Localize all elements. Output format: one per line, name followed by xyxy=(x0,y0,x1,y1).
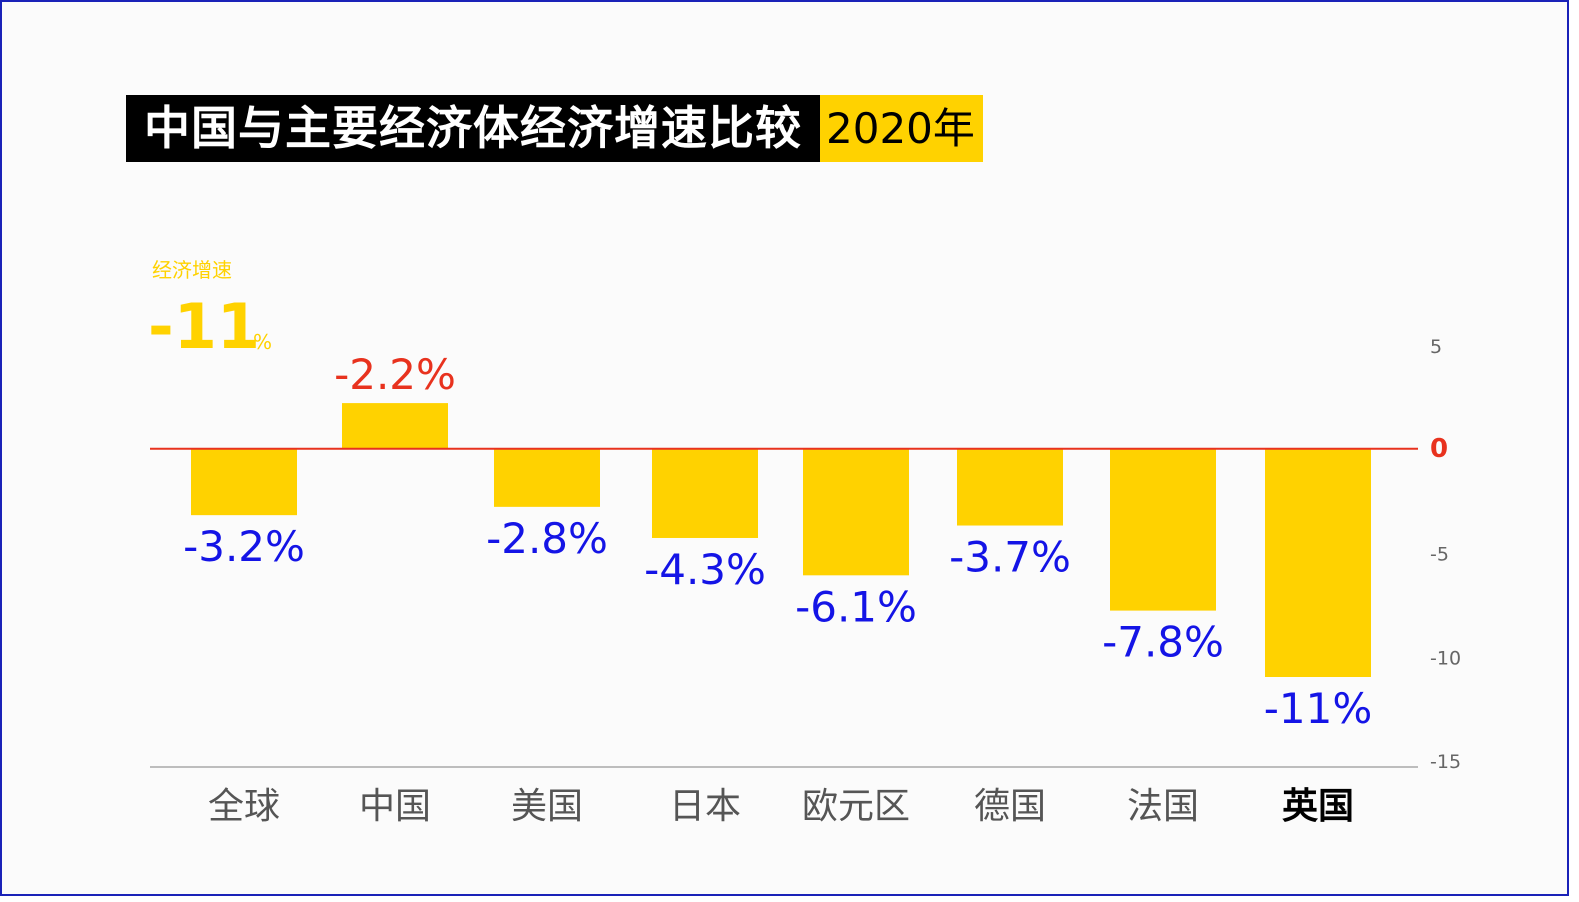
category-label-欧元区: 欧元区 xyxy=(802,786,910,827)
category-label-美国: 美国 xyxy=(511,786,583,827)
highlight-label: 经济增速 xyxy=(152,258,232,282)
y-tick-label: 5 xyxy=(1430,336,1442,358)
y-tick-label: -10 xyxy=(1430,647,1461,669)
bar-中国 xyxy=(342,403,448,449)
data-label-欧元区: -6.1% xyxy=(795,582,917,631)
data-label-美国: -2.8% xyxy=(486,514,608,563)
highlight-unit: % xyxy=(253,330,273,354)
data-label-德国: -3.7% xyxy=(949,533,1071,582)
category-label-中国: 中国 xyxy=(359,786,431,827)
category-label-法国: 法国 xyxy=(1127,786,1199,827)
title-bar: 中国与主要经济体经济增速比较 2020年 xyxy=(126,95,983,162)
data-label-日本: -4.3% xyxy=(644,545,766,594)
category-label-英国: 英国 xyxy=(1282,786,1354,827)
bar-日本 xyxy=(652,448,758,538)
y-tick-label: -5 xyxy=(1430,544,1449,566)
y-tick-label: -15 xyxy=(1430,751,1461,773)
data-label-英国: -11% xyxy=(1264,684,1373,733)
bar-欧元区 xyxy=(803,448,909,576)
bar-全球 xyxy=(191,448,297,516)
category-label-德国: 德国 xyxy=(974,786,1046,827)
data-label-全球: -3.2% xyxy=(183,522,305,571)
bar-英国 xyxy=(1265,448,1371,677)
chart-title: 中国与主要经济体经济增速比较 xyxy=(126,95,820,162)
bar-德国 xyxy=(957,448,1063,526)
data-label-中国: -2.2% xyxy=(334,350,456,399)
y-tick-label: 0 xyxy=(1430,434,1448,464)
bar-法国 xyxy=(1110,448,1216,611)
chart-year-badge: 2020年 xyxy=(820,95,983,162)
category-label-全球: 全球 xyxy=(208,786,280,827)
data-label-法国: -7.8% xyxy=(1102,618,1224,667)
highlight-value: -11 xyxy=(148,290,261,363)
category-label-日本: 日本 xyxy=(669,786,741,827)
bar-美国 xyxy=(494,448,600,507)
